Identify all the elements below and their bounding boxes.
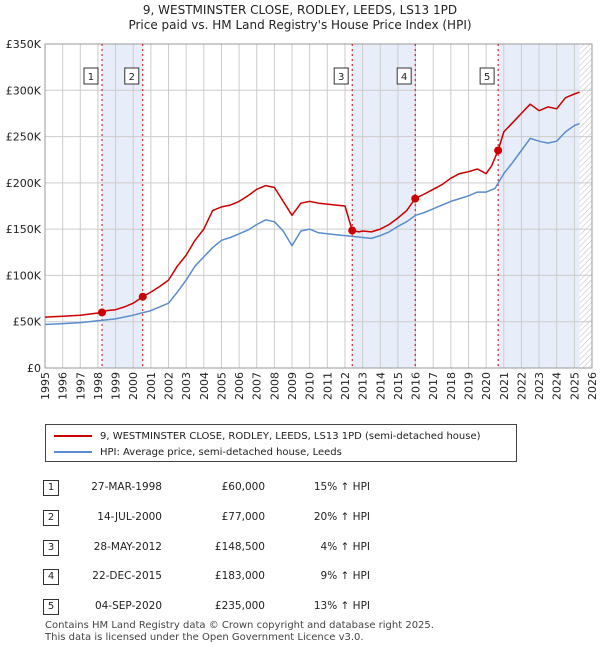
sale-point xyxy=(348,226,357,235)
legend-label-hpi: HPI: Average price, semi-detached house,… xyxy=(100,446,342,458)
sale-marker-box xyxy=(396,67,412,85)
sale-date: 28-MAY-2012 xyxy=(93,541,162,553)
hpi-line xyxy=(44,122,580,326)
x-tick-label: 2023 xyxy=(533,372,546,400)
sale-point xyxy=(411,194,420,203)
x-tick-label: 2000 xyxy=(127,372,140,400)
title-line-2: Price paid vs. HM Land Registry's House … xyxy=(128,18,472,32)
x-tick-label: 2025 xyxy=(568,372,581,400)
x-tick-label: 2004 xyxy=(198,372,211,400)
x-tick-label: 2006 xyxy=(233,372,246,400)
sale-price: £235,000 xyxy=(214,600,265,612)
sale-point xyxy=(494,146,503,155)
x-tick-label: 2015 xyxy=(392,372,405,400)
x-tick-label: 2013 xyxy=(357,372,370,400)
plot-frame xyxy=(44,43,593,369)
x-tick-label: 2009 xyxy=(286,372,299,400)
x-tick-label: 2012 xyxy=(339,372,352,400)
sale-number: 5 xyxy=(43,599,59,615)
y-tick-label: £200K xyxy=(6,177,42,190)
legend-item-hpi: HPI: Average price, semi-detached house,… xyxy=(54,445,342,459)
x-tick-label: 1998 xyxy=(92,372,105,400)
legend-label-property: 9, WESTMINSTER CLOSE, RODLEY, LEEDS, LS1… xyxy=(100,430,481,442)
sale-marker-box xyxy=(333,67,349,85)
x-tick-label: 2005 xyxy=(215,372,228,400)
x-tick-label: 1999 xyxy=(110,372,123,400)
y-tick-label: £50K xyxy=(13,316,42,329)
legend-line-property xyxy=(54,435,92,437)
x-tick-label: 2002 xyxy=(163,372,176,400)
x-tick-label: 1995 xyxy=(39,372,52,400)
sale-marker-label: 4 xyxy=(401,72,407,83)
sale-hpi-change: 9% ↑ HPI xyxy=(320,570,370,582)
x-tick-label: 2022 xyxy=(515,372,528,400)
sale-date: 22-DEC-2015 xyxy=(92,570,162,582)
sale-marker-box xyxy=(83,67,99,85)
sale-hpi-change: 15% ↑ HPI xyxy=(313,481,370,493)
sale-marker-label: 5 xyxy=(484,72,490,83)
sale-price: £183,000 xyxy=(214,570,265,582)
sale-hpi-change: 4% ↑ HPI xyxy=(320,541,370,553)
y-tick-label: £150K xyxy=(6,223,42,236)
x-tick-label: 1997 xyxy=(74,372,87,400)
sale-price: £77,000 xyxy=(221,511,265,523)
sale-price: £148,500 xyxy=(214,541,265,553)
sale-hpi-change: 13% ↑ HPI xyxy=(313,600,370,612)
sale-point xyxy=(97,308,106,317)
forecast-hatch-area xyxy=(579,44,592,368)
sale-row: 1 27-MAR-1998 £60,000 15% ↑ HPI xyxy=(0,476,600,496)
x-tick-label: 2024 xyxy=(551,372,564,400)
sale-date: 04-SEP-2020 xyxy=(94,600,162,612)
sale-number: 4 xyxy=(43,569,59,585)
x-tick-label: 2016 xyxy=(410,372,423,400)
sale-number: 1 xyxy=(43,480,59,496)
sale-row: 4 22-DEC-2015 £183,000 9% ↑ HPI xyxy=(0,565,600,585)
price-chart: £0 £50K £100K £150K £200K £250K £300K £350K 1995… xyxy=(6,38,599,400)
sale-price: £60,000 xyxy=(221,481,265,493)
sale-row: 2 14-JUL-2000 £77,000 20% ↑ HPI xyxy=(0,506,600,526)
sale-number: 3 xyxy=(43,540,59,556)
y-tick-label: £100K xyxy=(6,269,42,282)
y-tick-label: £250K xyxy=(6,131,42,144)
sale-date: 14-JUL-2000 xyxy=(97,511,162,523)
x-tick-label: 2014 xyxy=(374,372,387,400)
x-tick-label: 2011 xyxy=(321,372,334,400)
footer-attribution: Contains HM Land Registry data © Crown c… xyxy=(45,620,434,644)
x-tick-label: 2001 xyxy=(145,372,158,400)
chart-title: 9, WESTMINSTER CLOSE, RODLEY, LEEDS, LS1… xyxy=(0,3,600,33)
x-tick-label: 2018 xyxy=(445,372,458,400)
shaded-holding-period xyxy=(352,44,416,368)
sale-row: 3 28-MAY-2012 £148,500 4% ↑ HPI xyxy=(0,536,600,556)
x-tick-label: 1996 xyxy=(57,372,70,400)
title-line-1: 9, WESTMINSTER CLOSE, RODLEY, LEEDS, LS1… xyxy=(142,3,458,17)
legend-item-property: 9, WESTMINSTER CLOSE, RODLEY, LEEDS, LS1… xyxy=(54,429,481,443)
sale-point xyxy=(138,292,147,301)
footer-line-1: Contains HM Land Registry data © Crown c… xyxy=(45,620,434,631)
sale-marker-label: 1 xyxy=(88,72,94,83)
x-tick-label: 2019 xyxy=(462,372,475,400)
x-tick-label: 2010 xyxy=(304,372,317,400)
x-tick-label: 2020 xyxy=(480,372,493,400)
sale-marker-box xyxy=(479,67,495,85)
x-tick-label: 2021 xyxy=(498,372,511,400)
sale-hpi-change: 20% ↑ HPI xyxy=(313,511,370,523)
sale-date: 27-MAR-1998 xyxy=(91,481,162,493)
x-tick-label: 2007 xyxy=(251,372,264,400)
y-tick-label: £350K xyxy=(6,38,42,51)
sale-marker-box xyxy=(124,67,140,85)
x-tick-label: 2026 xyxy=(586,372,599,400)
legend-line-hpi xyxy=(54,451,92,453)
sale-marker-label: 3 xyxy=(338,72,344,83)
x-tick-label: 2017 xyxy=(427,372,440,400)
sale-number: 2 xyxy=(43,510,59,526)
footer-line-2: This data is licensed under the Open Gov… xyxy=(45,632,364,643)
sale-marker-label: 2 xyxy=(129,72,135,83)
x-tick-label: 2008 xyxy=(268,372,281,400)
y-tick-label: £0 xyxy=(27,362,41,375)
x-tick-label: 2003 xyxy=(180,372,193,400)
chart-legend: 9, WESTMINSTER CLOSE, RODLEY, LEEDS, LS1… xyxy=(45,424,517,462)
y-tick-label: £300K xyxy=(6,84,42,97)
sale-row: 5 04-SEP-2020 £235,000 13% ↑ HPI xyxy=(0,595,600,615)
